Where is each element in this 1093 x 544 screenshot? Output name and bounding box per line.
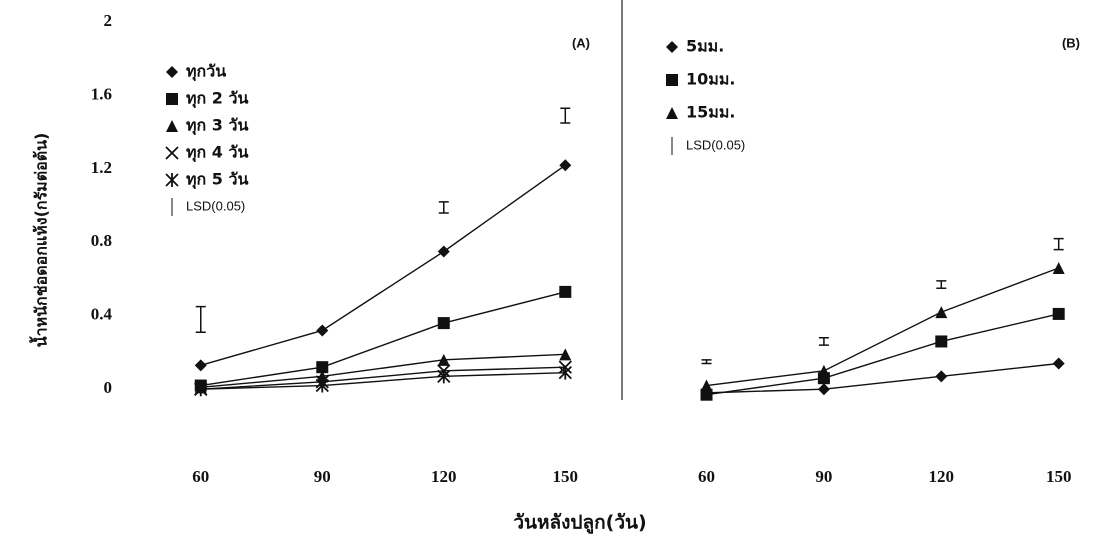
lsd-bar [936,280,947,289]
y-tick-label: 1.6 [91,84,112,103]
lsd-bar [1053,237,1064,251]
lsd-bar [560,107,571,124]
data-point [316,361,329,374]
legend-marker [166,120,178,132]
lsd-bar [818,337,829,346]
data-point [316,324,329,337]
data-point [935,335,948,348]
legend-marker [166,93,178,105]
x-tick-label: 60 [192,467,209,486]
x-tick-label: 90 [314,467,331,486]
y-tick-label: 0.4 [91,305,113,324]
data-point [559,348,572,361]
series-line [706,313,1059,396]
x-tick-label: 60 [698,467,715,486]
data-point [700,388,713,401]
x-tick-label: 90 [815,467,832,486]
legend-marker [165,173,179,187]
panel-label: (A) [572,35,590,50]
data-point [437,245,450,258]
series-line [200,291,566,387]
series-line [200,164,566,367]
data-point [437,353,450,366]
legend-marker [166,66,178,78]
legend-label: ทุกวัน [186,62,226,82]
x-tick-label: 150 [1046,467,1072,486]
data-point [437,317,450,330]
series-line [200,353,566,389]
legend-label: ทุก 4 วัน [186,143,248,163]
data-point [1052,262,1065,275]
legend-marker [666,41,678,53]
legend-label: 10มม. [686,70,735,89]
x-axis-label: วันหลังปลูก(วัน) [513,512,646,535]
data-point [559,285,572,298]
data-point [315,378,329,393]
data-point [935,370,948,383]
x-tick-label: 120 [929,467,955,486]
data-point [559,159,572,172]
data-point [437,369,451,384]
series-line [200,366,566,390]
y-tick-label: 0.8 [91,231,112,250]
data-point [194,382,208,397]
data-point [1052,307,1065,320]
lsd-bar [701,359,712,365]
series-line [200,371,566,390]
legend-label: ทุก 2 วัน [186,89,248,109]
y-tick-label: 0 [104,378,113,397]
data-point [558,365,572,380]
lsd-bar [195,305,206,334]
data-point [817,364,830,377]
series-line [706,267,1059,387]
legend-label: 5มม. [686,37,724,56]
data-point [935,306,948,319]
panel-label: (B) [1062,35,1080,50]
legend-marker [666,107,678,119]
x-tick-label: 150 [553,467,579,486]
data-point [817,383,830,396]
legend-marker [666,74,678,86]
y-tick-label: 1.2 [91,158,112,177]
data-point [700,379,713,392]
legend-label: ทุก 3 วัน [186,116,248,136]
y-tick-label: 2 [104,11,113,30]
data-point [194,359,207,372]
y-axis-label: น้ำหนักช่อดอกแห้ง(กรัมต่อต้น) [29,133,51,348]
legend-label: ทุก 5 วัน [186,170,248,190]
lsd-bar [438,201,449,214]
legend-label: LSD(0.05) [686,137,745,152]
data-point [1052,357,1065,370]
legend-label: LSD(0.05) [186,198,245,213]
x-tick-label: 120 [431,467,457,486]
legend-marker [165,146,179,160]
legend-label: 15มม. [686,103,735,122]
series-line [706,362,1059,394]
